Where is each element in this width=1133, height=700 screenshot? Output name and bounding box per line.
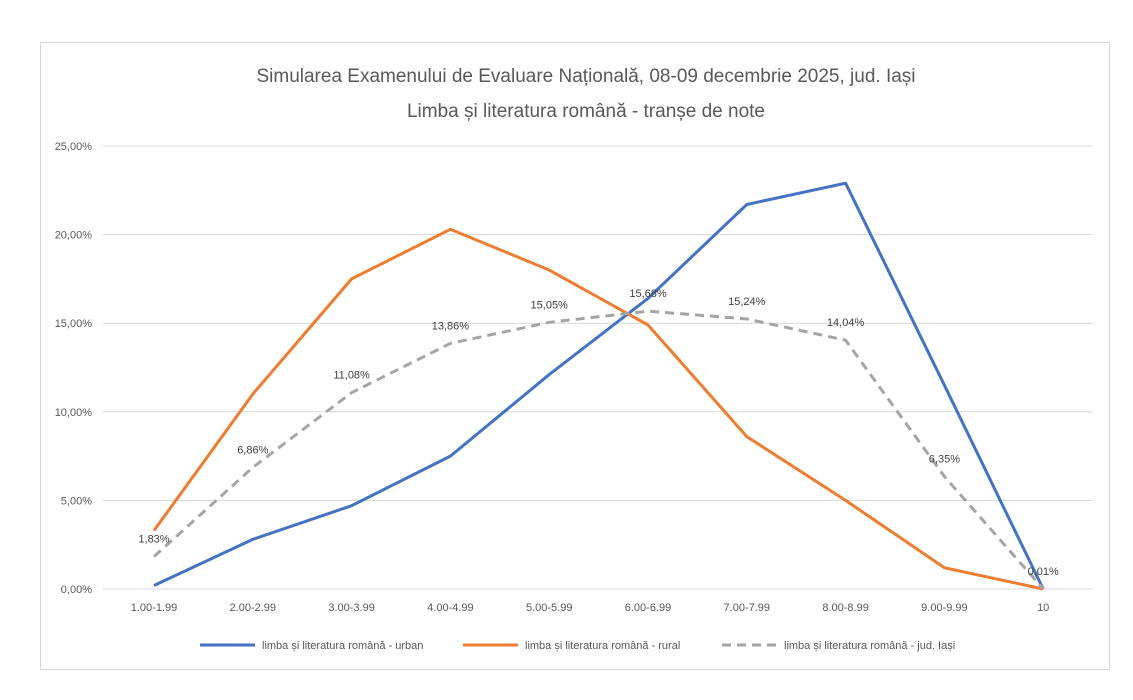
data-label: 6,35% [929, 453, 960, 465]
data-label: 15,68% [629, 288, 667, 300]
x-tick-label: 7.00-7.99 [724, 602, 770, 614]
y-tick-label: 15,00% [55, 318, 93, 330]
series-line-2 [152, 309, 1045, 590]
chart-title-line-1: Simularea Examenului de Evaluare Naționa… [256, 66, 915, 87]
y-tick-label: 20,00% [55, 230, 93, 242]
y-tick-label: 25,00% [55, 141, 93, 153]
x-tick-label: 10 [1037, 602, 1049, 614]
data-label: 15,24% [728, 296, 766, 308]
y-tick-label: 5,00% [61, 495, 92, 507]
x-tick-label: 9.00-9.99 [921, 602, 967, 614]
x-tick-label: 4.00-4.99 [427, 602, 473, 614]
data-label: 15,05% [531, 299, 569, 311]
data-label: 0,01% [1028, 566, 1059, 578]
x-tick-label: 8.00-8.99 [822, 602, 868, 614]
data-label: 11,08% [333, 370, 370, 382]
legend-label-0: limba și literatura română - urban [262, 640, 423, 652]
y-tick-label: 10,00% [55, 407, 93, 419]
series-line-0 [153, 181, 1045, 590]
data-label: 14,04% [827, 317, 865, 329]
x-tick-label: 6.00-6.99 [625, 602, 671, 614]
x-tick-label: 2.00-2.99 [230, 602, 276, 614]
data-label: 13,86% [432, 320, 470, 332]
data-label: 1,83% [138, 534, 169, 546]
legend-label-2: limba și literatura română - jud. Iași [784, 640, 955, 652]
y-tick-label: 0,00% [61, 584, 92, 596]
series-line-1 [152, 227, 1044, 591]
chart-title-line-2: Limba și literatura română - tranșe de n… [407, 101, 765, 122]
x-tick-label: 5.00-5.99 [526, 602, 572, 614]
x-tick-label: 1.00-1.99 [131, 602, 177, 614]
x-tick-label: 3.00-3.99 [328, 602, 374, 614]
data-label: 6,86% [237, 444, 268, 456]
legend-label-1: limba și literatura română - rural [525, 640, 680, 652]
